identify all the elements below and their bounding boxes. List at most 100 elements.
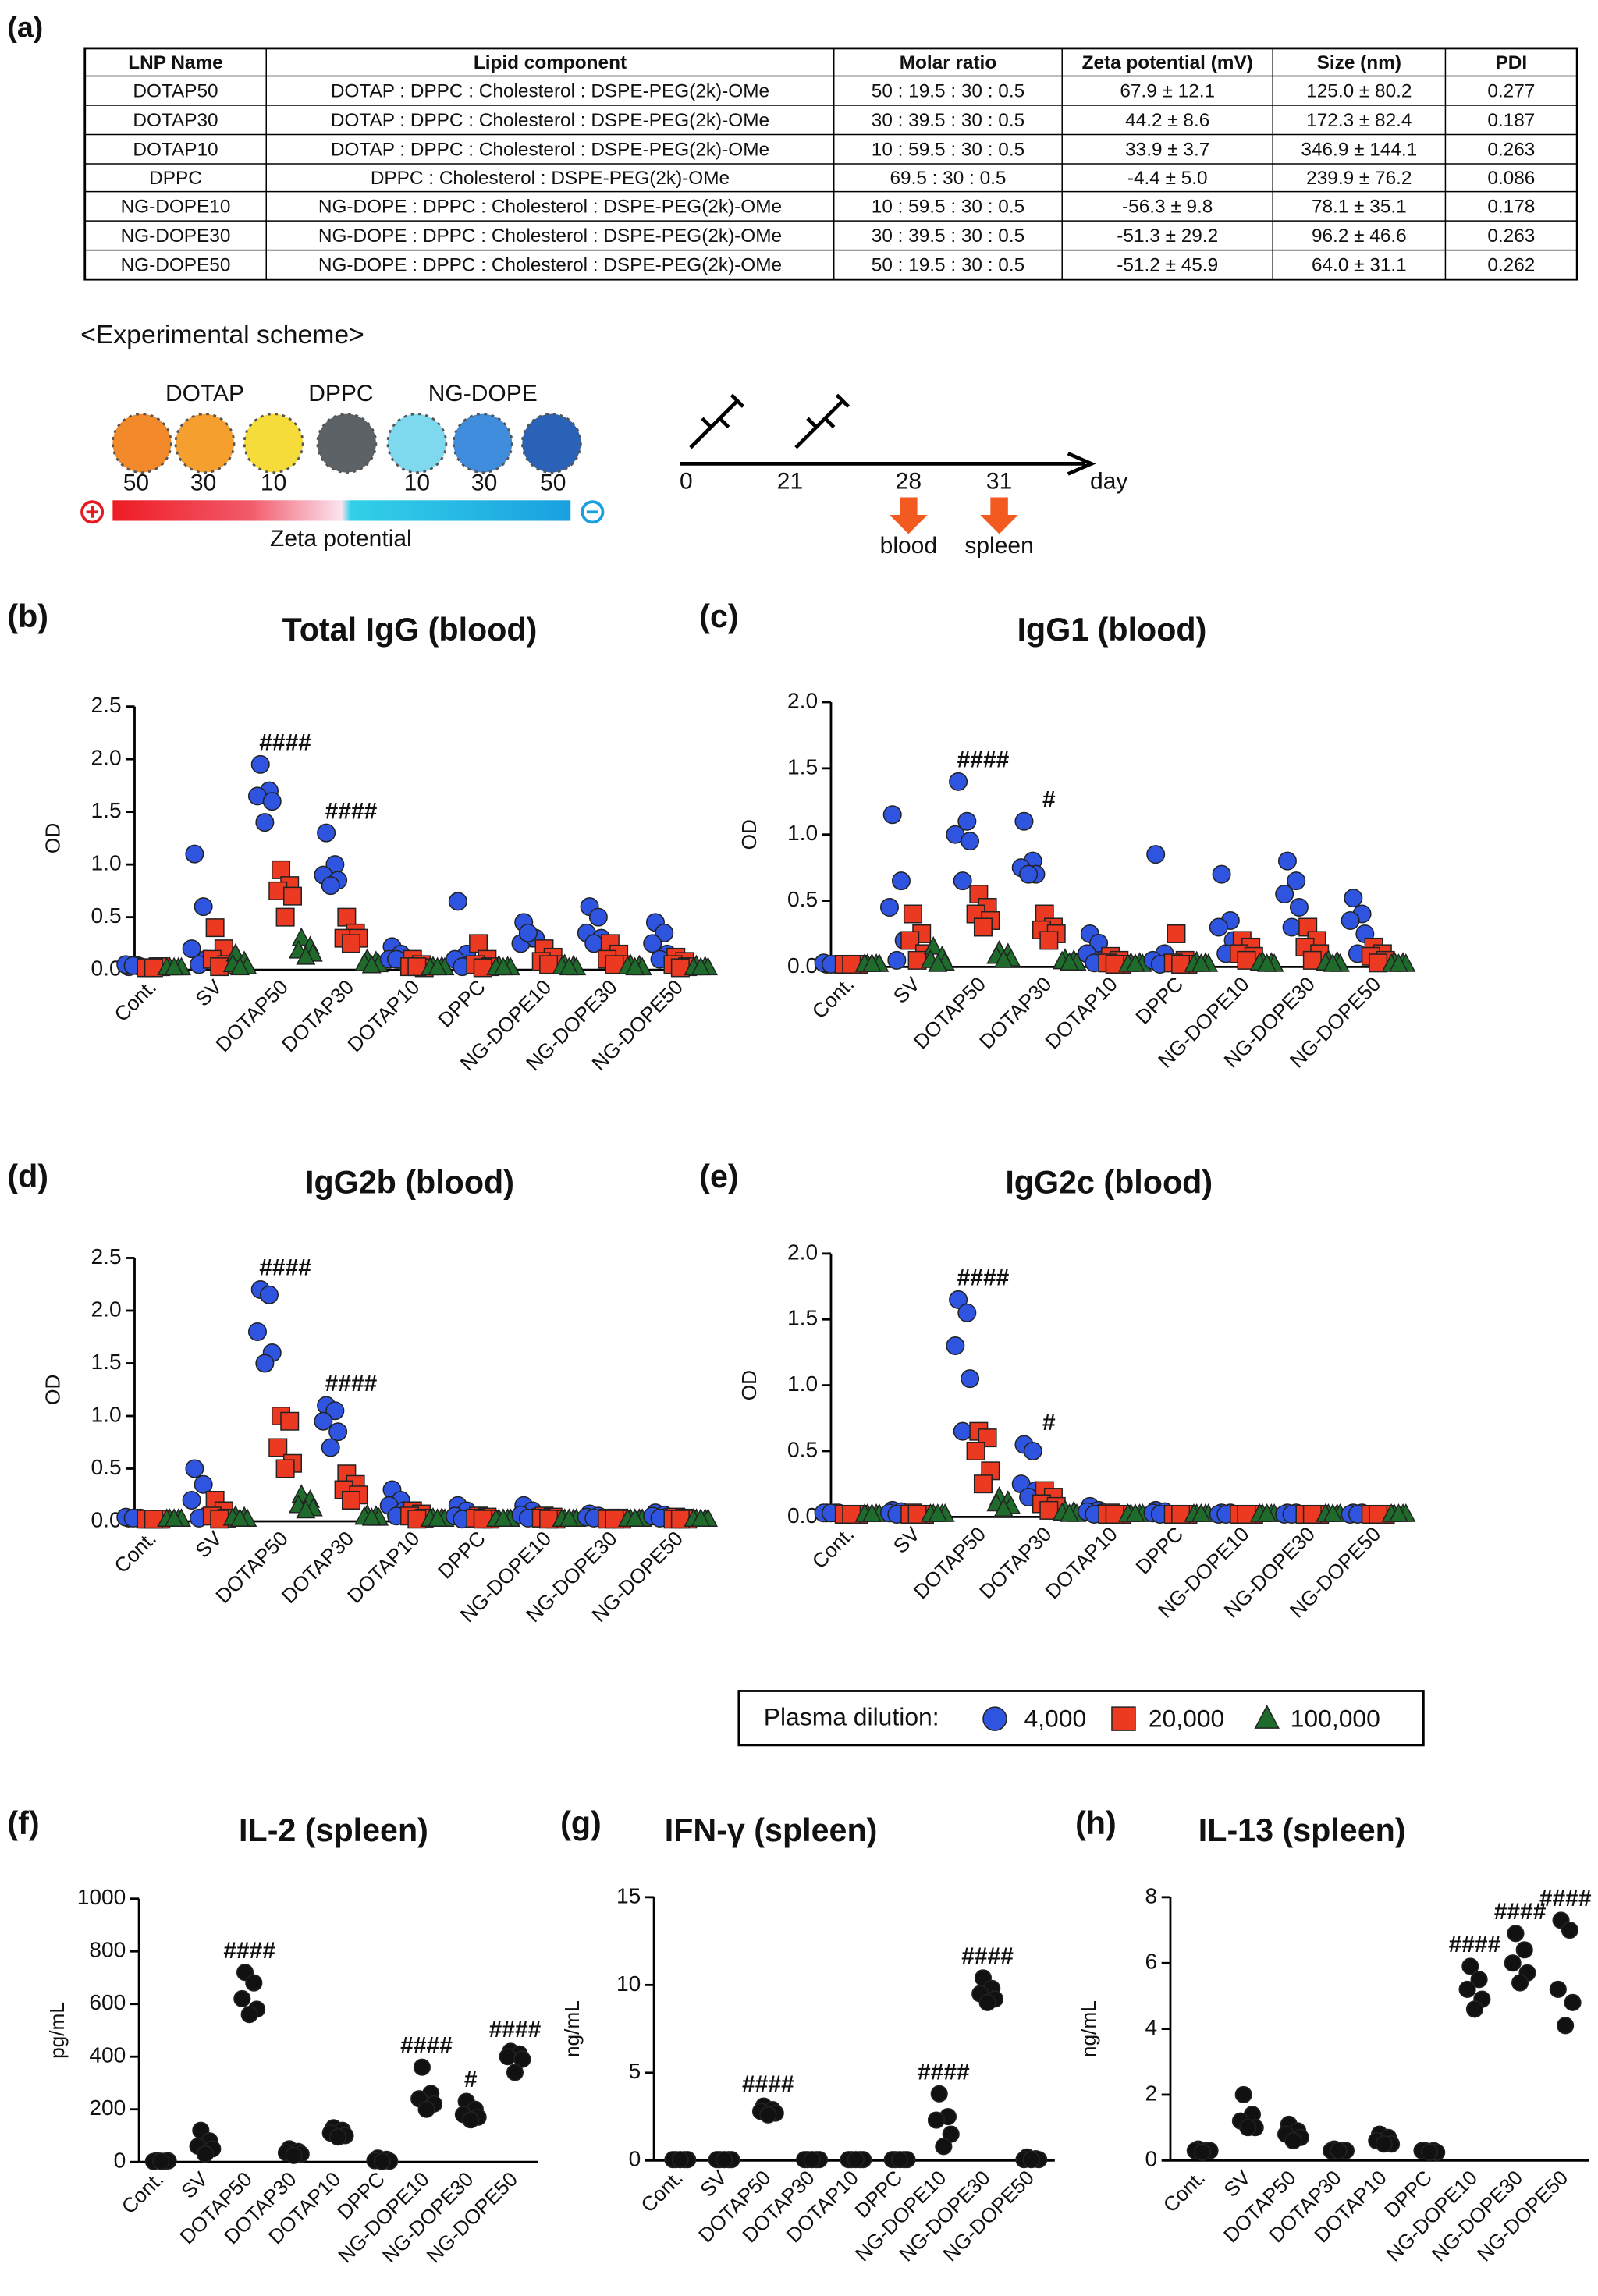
point (953, 1421, 972, 1441)
point (275, 1459, 295, 1478)
table-cell: 0.086 (1487, 168, 1535, 189)
legend-label: 100,000 (1291, 1704, 1380, 1732)
day-label: 21 (777, 469, 803, 495)
x-tick-label: Cont. (808, 972, 859, 1024)
scheme-title: <Experimental scheme> (80, 320, 364, 350)
point (271, 860, 290, 879)
annotation: #### (1539, 1886, 1592, 1911)
point (1344, 889, 1363, 908)
annotation: #### (1494, 1899, 1547, 1925)
point (643, 934, 662, 953)
point (499, 2048, 517, 2066)
y-tick-label: 2.5 (91, 1244, 122, 1269)
legend-box (737, 1690, 1425, 1747)
point (185, 844, 204, 864)
point (291, 927, 311, 946)
point (1023, 1441, 1042, 1460)
point (233, 1989, 251, 2008)
x-tick-label: DPPC (433, 975, 490, 1032)
chart: (f) IL-2 (spleen) pg/mL 0 200 400 600 800 1000 Co… (7, 1805, 541, 2267)
table-cell: -4.4 ± 5.0 (1127, 168, 1208, 189)
table-cell: 10 : 59.5 : 30 : 0.5 (872, 140, 1024, 161)
point (296, 1499, 316, 1519)
point (518, 923, 538, 942)
point (296, 946, 316, 965)
point (255, 1354, 275, 1373)
x-tick-label: DOTAP50 (909, 1522, 990, 1603)
x-tick-label: DOTAP50 (909, 972, 990, 1053)
point (321, 876, 340, 896)
point (229, 1508, 250, 1528)
annotation: #### (1449, 1932, 1501, 1957)
panel-label: (d) (7, 1159, 48, 1194)
ratio-label: 10 (404, 470, 430, 496)
table-cell: NG-DOPE : DPPC : Cholesterol : DSPE-PEG(… (318, 225, 782, 247)
group-label: DPPC (308, 381, 373, 406)
table-cell: 172.3 ± 82.4 (1306, 110, 1412, 131)
table-cell: DOTAP : DPPC : Cholesterol : DSPE-PEG(2k… (331, 81, 769, 102)
point (341, 934, 360, 953)
scheme: <Experimental scheme> DOTAP DPPC NG-DOPE… (80, 320, 1127, 559)
table-cell: 96.2 ± 46.6 (1312, 225, 1407, 247)
point (1388, 953, 1408, 972)
annotation: # (464, 2067, 478, 2092)
point (1125, 1503, 1145, 1522)
point (182, 1490, 201, 1510)
point (196, 2145, 215, 2163)
point (993, 1498, 1014, 1517)
point (1167, 924, 1186, 943)
x-tick-label: DOTAP10 (1040, 972, 1121, 1053)
point (1277, 851, 1297, 871)
table-cell: -51.2 ± 45.9 (1117, 255, 1218, 276)
table-cell: 0.187 (1487, 110, 1535, 131)
x-tick-label: Cont. (117, 2167, 169, 2219)
point (759, 2106, 777, 2124)
point (185, 1459, 204, 1478)
y-tick-label: 0.5 (91, 1455, 122, 1479)
point (1022, 2151, 1040, 2169)
table-cell: 239.9 ± 76.2 (1306, 168, 1412, 189)
table-cell: NG-DOPE10 (121, 197, 231, 218)
panel-label: (g) (560, 1805, 602, 1841)
point (1257, 953, 1277, 972)
point (1060, 952, 1080, 971)
point (229, 956, 250, 976)
point (1470, 1971, 1488, 1989)
table-cell: Lipid component (474, 52, 627, 73)
y-tick-label: 800 (89, 1938, 126, 1962)
x-tick-label: DOTAP30 (975, 972, 1056, 1053)
point (1014, 811, 1034, 831)
point (1461, 1957, 1479, 1975)
x-tick-label: Cont. (109, 975, 161, 1027)
y-tick-label: 2.0 (91, 1297, 122, 1321)
point (928, 1503, 948, 1522)
point (240, 2006, 258, 2024)
y-tick-label: 0.5 (787, 887, 818, 911)
x-tick-label: Cont. (109, 1527, 161, 1578)
point (506, 2064, 524, 2081)
point (1564, 1993, 1582, 2011)
point (559, 956, 579, 976)
table-cell: DOTAP10 (133, 140, 218, 161)
point (1209, 917, 1228, 937)
y-axis-label: OD (737, 819, 761, 850)
table-cell: Size (nm) (1317, 52, 1401, 73)
point (1284, 2131, 1302, 2150)
panel-label: (c) (699, 598, 738, 634)
point (1275, 885, 1294, 904)
point (966, 1441, 985, 1460)
y-tick-label: 5 (629, 2059, 641, 2083)
point (949, 1290, 968, 1309)
table-cell: DOTAP30 (133, 110, 218, 131)
day-unit: day (1090, 469, 1127, 495)
table-cell: 10 : 59.5 : 30 : 0.5 (872, 197, 1024, 218)
point (957, 1303, 977, 1322)
point (861, 1503, 882, 1522)
chart-title: IgG2b (blood) (305, 1165, 514, 1201)
table: LNP Name Lipid component Molar ratio Zeta p… (83, 47, 1578, 281)
x-tick-label: SV (889, 972, 925, 1008)
point (891, 2151, 909, 2169)
table-cell: DPPC : Cholesterol : DSPE-PEG(2k)-OMe (371, 168, 730, 189)
y-axis-label: pg/mL (45, 2002, 69, 2059)
point (887, 950, 907, 970)
